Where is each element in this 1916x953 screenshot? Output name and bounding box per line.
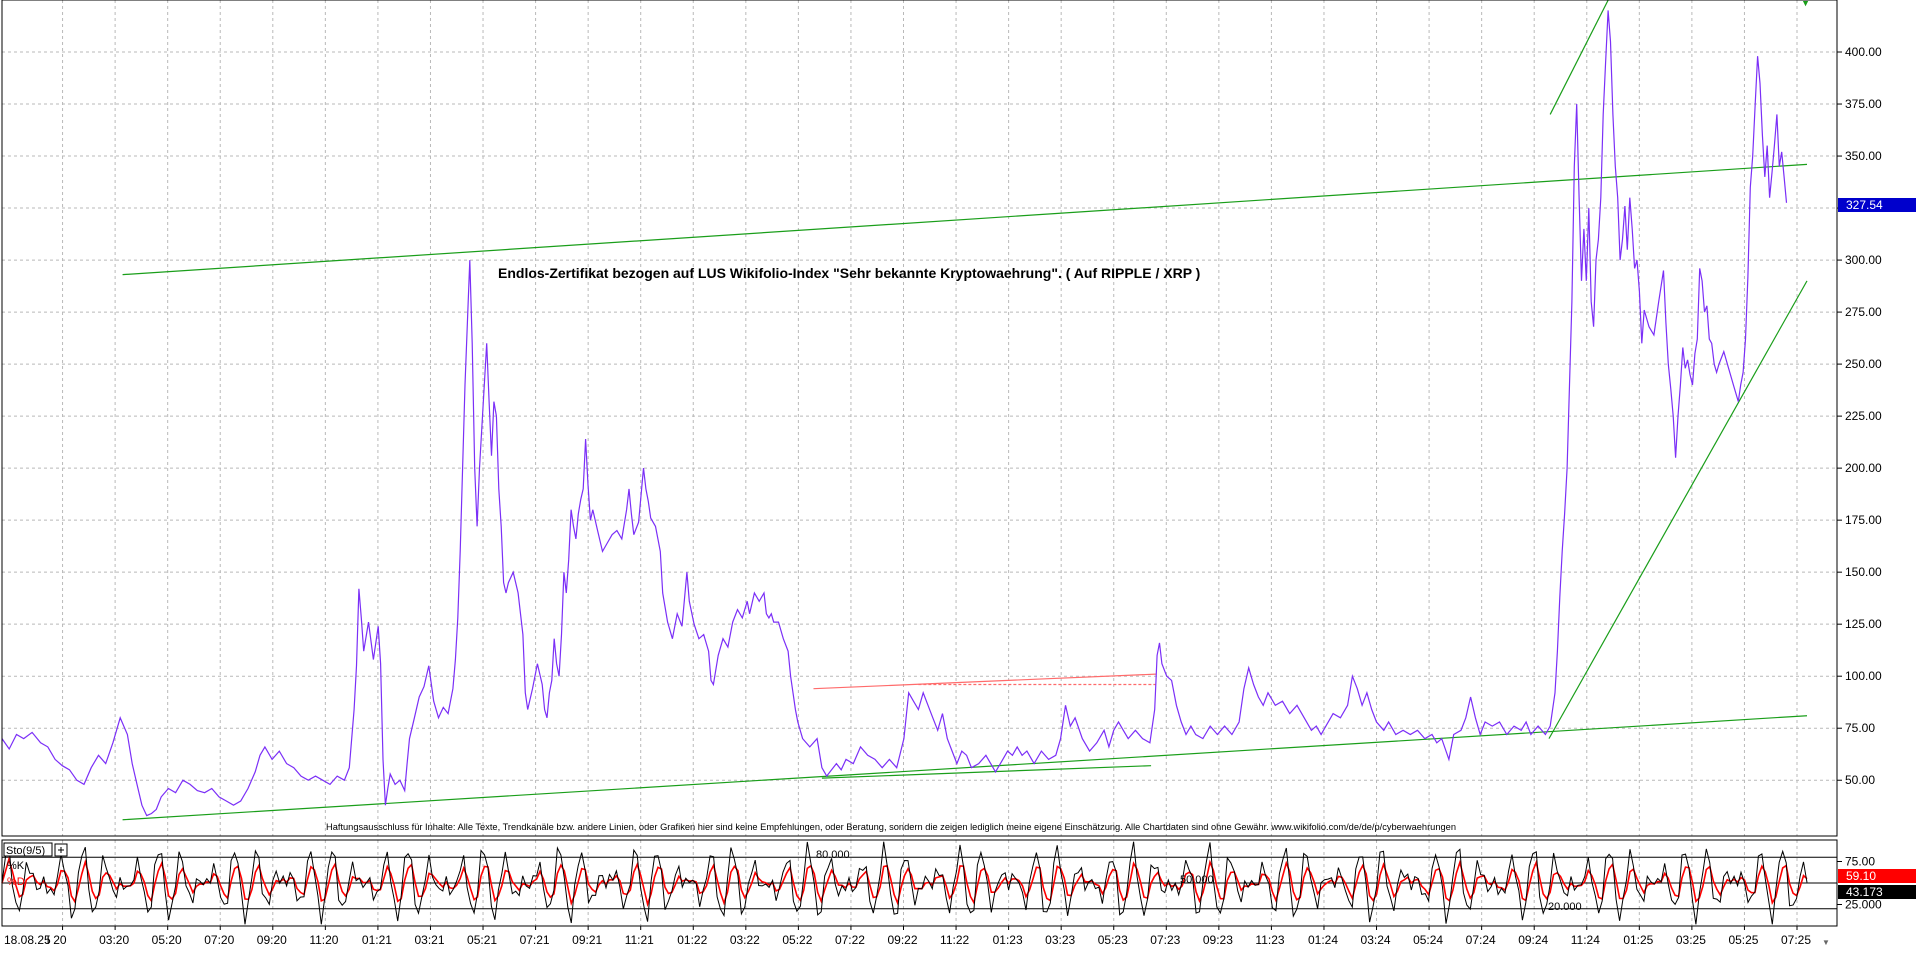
stoch-k-line xyxy=(1,841,1808,925)
x-tick-label: 05:20 xyxy=(152,933,182,947)
k-value-badge xyxy=(1838,869,1916,883)
k-value-label: 59.10 xyxy=(1846,869,1876,883)
k-label: %K xyxy=(7,860,25,872)
y-tick-label: 175.00 xyxy=(1845,513,1882,527)
y-tick-label: 400.00 xyxy=(1845,45,1882,59)
trendline xyxy=(1548,280,1808,739)
indicator-box[interactable] xyxy=(3,842,53,857)
price-series-line xyxy=(1,10,1788,817)
trendline xyxy=(813,673,1156,690)
y-tick-label: 350.00 xyxy=(1845,149,1882,163)
level-label-80: 80.000 xyxy=(816,849,850,861)
y-tick-label: 375.00 xyxy=(1845,97,1882,111)
x-tick-label: 18.08.25 xyxy=(4,933,51,947)
x-tick-label: 03:21 xyxy=(414,933,444,947)
x-tick-label: 09:22 xyxy=(888,933,918,947)
x-tick-label: 01:21 xyxy=(362,933,392,947)
trendline xyxy=(1549,0,1609,115)
d-label: %D xyxy=(7,876,25,888)
d-value-badge xyxy=(1838,885,1916,899)
x-tick-label: 07:22 xyxy=(835,933,865,947)
y-tick-label: 300.00 xyxy=(1845,253,1882,267)
d-value-label: 43.173 xyxy=(1846,885,1883,899)
y-tick-label: 75.00 xyxy=(1845,855,1875,869)
x-tick-label: 01:23 xyxy=(993,933,1023,947)
y-tick-label: 200.00 xyxy=(1845,461,1882,475)
trendline xyxy=(122,715,1808,821)
x-tick-label: 03:23 xyxy=(1045,933,1075,947)
x-tick-label: 11:24 xyxy=(1571,933,1600,947)
scroll-up-icon[interactable]: ▲ xyxy=(1801,0,1810,9)
y-tick-label: 150.00 xyxy=(1845,565,1882,579)
x-tick-label: 09:23 xyxy=(1203,933,1233,947)
x-tick-label: 07:24 xyxy=(1466,933,1496,947)
x-tick-label: 05:24 xyxy=(1413,933,1443,947)
y-tick-label: 100.00 xyxy=(1845,669,1882,683)
y-tick-label: 225.00 xyxy=(1845,409,1882,423)
x-tick-label: 05:22 xyxy=(782,933,812,947)
x-tick-label: 01:25 xyxy=(1623,933,1653,947)
disclaimer-text: Haftungsausschluss für Inhalte: Alle Tex… xyxy=(326,822,1456,832)
scroll-down-icon[interactable]: ▼ xyxy=(1822,938,1830,947)
x-tick-label: 01:22 xyxy=(677,933,707,947)
trendline xyxy=(821,765,1152,779)
x-tick-label: 09:21 xyxy=(572,933,602,947)
x-tick-label: 01:24 xyxy=(1308,933,1338,947)
x-tick-label: 11:20 xyxy=(309,933,338,947)
x-tick-label: 11:21 xyxy=(625,933,654,947)
x-tick-label: 03:20 xyxy=(99,933,129,947)
y-tick-label: 275.00 xyxy=(1845,305,1882,319)
x-tick-label: 11:22 xyxy=(940,933,969,947)
x-tick-label: 05:23 xyxy=(1098,933,1128,947)
y-tick-label: 75.00 xyxy=(1845,721,1875,735)
oscillator-panel-border xyxy=(1,839,1838,927)
x-tick-label: 07:21 xyxy=(520,933,550,947)
x-tick-label: 11:23 xyxy=(1255,933,1284,947)
level-label-50: 50.000 xyxy=(1180,874,1214,886)
x-tick-label: 05:25 xyxy=(1728,933,1758,947)
x-tick-label: 09:24 xyxy=(1518,933,1548,947)
x-tick-label: 07:25 xyxy=(1781,933,1811,947)
y-tick-label: 125.00 xyxy=(1845,617,1882,631)
x-tick-label: 05:21 xyxy=(467,933,497,947)
x-tick-label: 07:20 xyxy=(204,933,234,947)
main-panel-border xyxy=(1,0,1838,837)
last-price-badge xyxy=(1838,198,1916,212)
x-tick-label: 03:25 xyxy=(1676,933,1706,947)
x-tick-label: I 20 xyxy=(47,933,67,947)
x-tick-label: 09:20 xyxy=(257,933,287,947)
y-tick-label: 25.000 xyxy=(1845,898,1882,912)
trendline xyxy=(122,163,1808,276)
chart-title: Endlos-Zertifikat bezogen auf LUS Wikifo… xyxy=(498,265,1200,281)
indicator-label: Sto(9/5) xyxy=(6,845,45,857)
y-tick-label: 50.00 xyxy=(1845,773,1875,787)
x-tick-label: 03:22 xyxy=(730,933,760,947)
last-price-label: 327.54 xyxy=(1846,198,1883,212)
level-label-20: 20.000 xyxy=(1548,901,1582,913)
x-tick-label: 03:24 xyxy=(1361,933,1391,947)
y-tick-label: 250.00 xyxy=(1845,357,1882,371)
x-tick-label: 07:23 xyxy=(1150,933,1180,947)
